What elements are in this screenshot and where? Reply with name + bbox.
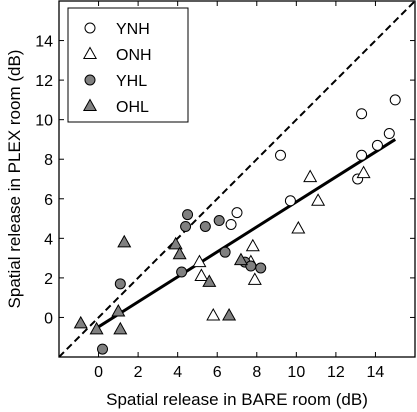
legend: YNH ONH YHL OHL [67,7,189,123]
y-tick-label: 4 [44,231,53,248]
point-ohl [89,321,104,335]
point-onh [356,165,371,179]
y-tick-label: 6 [44,192,53,209]
legend-marker-ynh [84,22,96,34]
point-yhl [199,220,211,232]
y-tick-label: 12 [35,73,53,90]
point-ynh [389,94,401,106]
legend-marker-onh [82,46,98,60]
point-ohl [168,236,183,250]
legend-label-onh: ONH [116,47,152,64]
legend-marker-yhl [84,74,96,86]
legend-label-ohl: OHL [116,99,149,116]
point-ynh [284,195,296,207]
point-ohl [113,321,128,335]
x-tick-label: 12 [327,364,345,381]
point-ohl [222,307,237,321]
axes: 0 2 4 6 8 10 12 14 0 2 4 6 8 10 12 14 [35,1,415,381]
x-tick-label: 6 [213,364,222,381]
point-yhl [213,215,225,227]
x-tick-label: 10 [287,364,305,381]
point-yhl [114,278,126,290]
point-ynh [383,128,395,140]
point-yhl [97,343,109,355]
point-yhl [219,246,231,258]
point-ohl [202,274,217,287]
y-tick-label: 0 [44,310,53,327]
x-tick-label: 4 [173,364,182,381]
point-ynh [356,108,368,120]
trend-lines [59,1,415,357]
point-onh [303,169,318,183]
data-points [73,94,401,355]
point-yhl [182,209,194,221]
point-ohl [117,234,132,248]
x-tick-label: 2 [134,364,143,381]
point-ynh [356,149,368,161]
point-yhl [245,260,257,272]
point-onh [291,220,306,234]
regression-line [93,138,397,331]
point-ohl [172,246,187,260]
legend-marker-ohl [82,98,98,112]
point-onh [247,272,262,285]
point-onh [206,307,221,321]
point-ohl [111,303,126,317]
y-axis-title: Spatial release in PLEX room (dB) [5,50,24,309]
x-axis-title: Spatial release in BARE room (dB) [106,390,368,409]
legend-label-ynh: YNH [116,21,150,38]
x-tick-label: 0 [94,364,103,381]
point-yhl [255,262,267,274]
y-tick-label: 14 [35,34,53,51]
point-ohl [73,315,88,329]
point-ynh [371,139,383,151]
y-tick-label: 8 [44,152,53,169]
x-tick-label: 14 [367,364,385,381]
point-yhl [180,220,192,232]
y-tick-label: 2 [44,271,53,288]
y-tick-label: 10 [35,113,53,130]
point-ohl [233,252,248,266]
point-ynh [275,149,287,161]
legend-label-yhl: YHL [116,73,147,90]
point-onh [194,268,209,281]
point-yhl [176,266,188,278]
identity-line [59,1,415,357]
x-tick-label: 8 [252,364,261,381]
point-ynh [225,218,237,230]
point-onh [311,193,326,206]
point-onh [245,238,260,252]
point-onh [192,254,207,268]
point-ynh [231,207,243,219]
